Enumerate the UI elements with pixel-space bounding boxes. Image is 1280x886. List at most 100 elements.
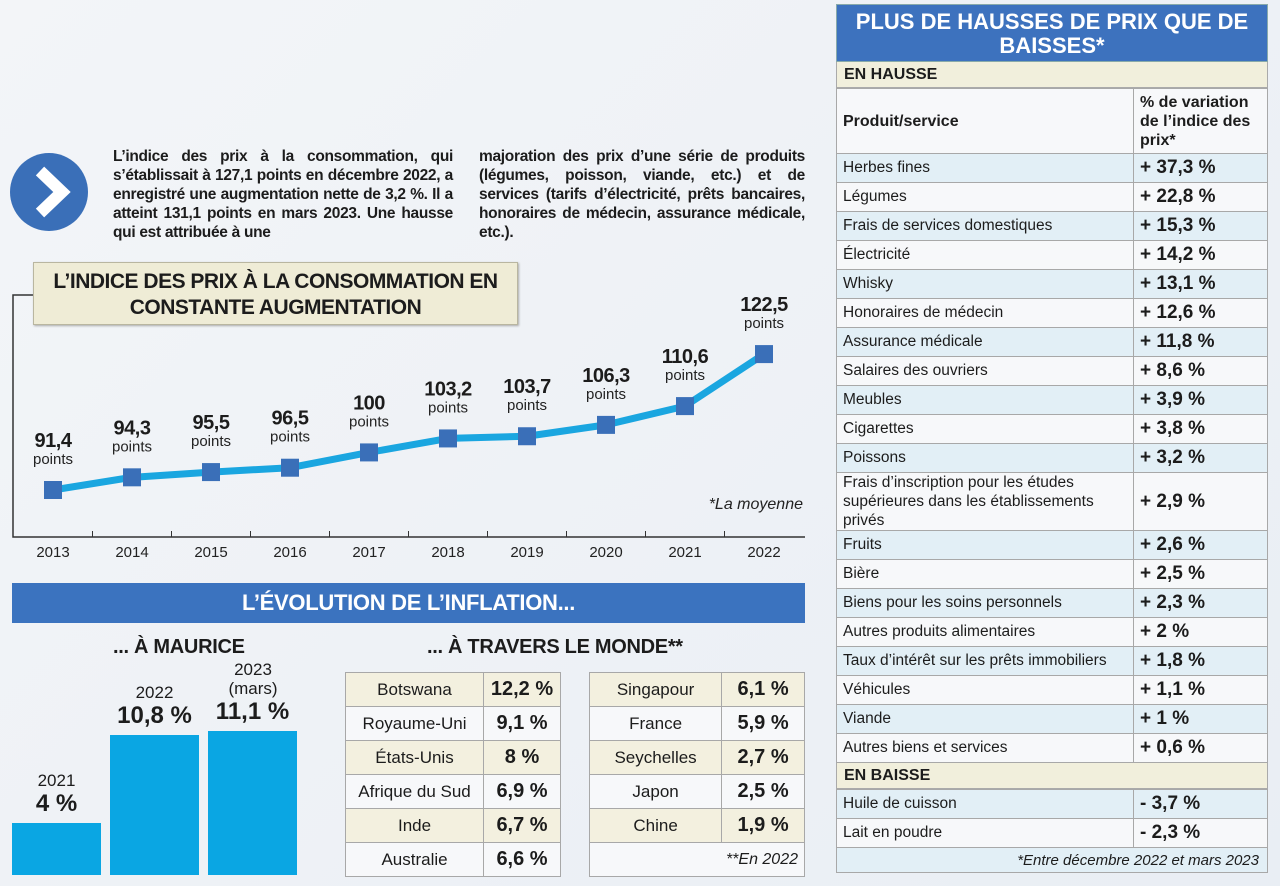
row-value: 2,5 % (721, 774, 805, 809)
row-label: Seychelles (588, 740, 723, 775)
point-value-label: 96,5 (272, 408, 309, 430)
price-changes-panel: PLUS DE HAUSSES DE PRIX QUE DE BAISSES* … (836, 4, 1268, 873)
point-unit-label: points (112, 438, 152, 455)
row-value: + 37,3 % (1133, 153, 1268, 183)
row-value: + 11,8 % (1133, 327, 1268, 357)
row-label: États-Unis (344, 740, 485, 775)
row-label: Biens pour les soins personnels (836, 588, 1134, 618)
table-row: Assurance médicale + 11,8 % (836, 327, 1268, 357)
row-label: Royaume-Uni (344, 706, 485, 741)
monde-note: **En 2022 (589, 842, 805, 877)
row-value: 12,2 % (483, 672, 561, 707)
cpi-chart-title: L’INDICE DES PRIX À LA CONSOMMATION EN C… (33, 262, 518, 325)
point-value-label: 103,2 (424, 378, 472, 400)
row-value: + 2,9 % (1133, 472, 1268, 531)
inflation-banner: L’ÉVOLUTION DE L’INFLATION... (12, 583, 805, 623)
row-value: - 2,3 % (1133, 818, 1268, 848)
chevron-right-icon (10, 153, 88, 231)
point-unit-label: points (665, 367, 705, 384)
col-header-product: Produit/service (836, 88, 1134, 154)
row-label: Salaires des ouvriers (836, 356, 1134, 386)
row-value: + 1,8 % (1133, 646, 1268, 676)
row-label: Australie (344, 842, 485, 877)
table-row: Fruits + 2,6 % (836, 530, 1268, 560)
point-unit-label: points (191, 433, 231, 450)
table-row: Whisky + 13,1 % (836, 269, 1268, 299)
data-point-marker (360, 443, 378, 462)
table-row: Singapour 6,1 % (588, 672, 805, 707)
bar-category-label: 2021 (37, 771, 76, 790)
table-row: Frais d’inscription pour les études supé… (836, 472, 1268, 531)
x-tick-label: 2021 (668, 544, 701, 561)
table-row: États-Unis 8 % (344, 740, 561, 775)
cpi-line (52, 351, 766, 494)
row-label: Véhicules (836, 675, 1134, 705)
row-value: + 3,8 % (1133, 414, 1268, 444)
data-point-marker (202, 463, 220, 482)
point-unit-label: points (744, 315, 784, 332)
point-unit-label: points (507, 397, 547, 414)
point-value-label: 103,7 (503, 376, 551, 398)
row-label: Frais de services domestiques (836, 211, 1134, 241)
table-row: Seychelles 2,7 % (588, 740, 805, 775)
data-point-marker (439, 429, 457, 448)
table-row: Honoraires de médecin + 12,6 % (836, 298, 1268, 328)
table-row: Viande + 1 % (836, 704, 1268, 734)
row-label: Meubles (836, 385, 1134, 415)
bar-value-label: 10,8 % (117, 701, 192, 729)
baisse-table: Huile de cuisson - 3,7 % Lait en poudre - 2… (836, 789, 1268, 848)
intro-text-col1: L’indice des prix à la consommation, qui… (113, 148, 453, 241)
row-label: Whisky (836, 269, 1134, 299)
bar (110, 734, 199, 875)
point-unit-label: points (33, 451, 73, 468)
bar-value-label: 4 % (35, 790, 78, 817)
row-value: 8 % (483, 740, 561, 775)
row-label: Fruits (836, 530, 1134, 560)
table-row: Véhicules + 1,1 % (836, 675, 1268, 705)
table-row: France 5,9 % (588, 706, 805, 741)
intro-text-col2: majoration des prix d’une série de produ… (479, 148, 805, 241)
row-value: + 2,3 % (1133, 588, 1268, 618)
row-label: Électricité (836, 240, 1134, 270)
row-value: + 1,1 % (1133, 675, 1268, 705)
price-changes-title: PLUS DE HAUSSES DE PRIX QUE DE BAISSES* (836, 4, 1268, 62)
row-value: 9,1 % (483, 706, 561, 741)
row-value: + 8,6 % (1133, 356, 1268, 386)
table-row: Royaume-Uni 9,1 % (344, 706, 561, 741)
table-row: Bière + 2,5 % (836, 559, 1268, 589)
point-value-label: 106,3 (582, 365, 630, 387)
data-point-marker (755, 345, 773, 364)
point-unit-label: points (586, 386, 626, 403)
x-tick-label: 2016 (273, 544, 306, 561)
row-value: + 22,8 % (1133, 182, 1268, 212)
price-footnote: *Entre décembre 2022 et mars 2023 (836, 848, 1268, 873)
x-tick-label: 2014 (115, 544, 148, 561)
table-row: Japon 2,5 % (588, 774, 805, 809)
point-unit-label: points (428, 399, 468, 416)
row-label: France (588, 706, 723, 741)
row-label: Viande (836, 704, 1134, 734)
row-label: Chine (588, 808, 723, 843)
table-row: Botswana 12,2 % (344, 672, 561, 707)
hausse-table: Produit/service% de variation de l’indic… (836, 88, 1268, 763)
table-row: Légumes + 22,8 % (836, 182, 1268, 212)
monde-table-left: Botswana 12,2 % Royaume-Uni 9,1 % États-Unis… (344, 672, 561, 877)
table-row: Cigarettes + 3,8 % (836, 414, 1268, 444)
chart-axis (12, 294, 805, 538)
row-value: 5,9 % (721, 706, 805, 741)
row-value: + 1 % (1133, 704, 1268, 734)
row-label: Huile de cuisson (836, 789, 1134, 819)
point-value-label: 94,3 (114, 417, 151, 439)
row-value: + 2,6 % (1133, 530, 1268, 560)
x-tick-label: 2017 (352, 544, 385, 561)
point-unit-label: points (349, 413, 389, 430)
point-value-label: 91,4 (35, 430, 73, 452)
x-tick-label: 2013 (36, 544, 69, 561)
row-label: Taux d’intérêt sur les prêts immobiliers (836, 646, 1134, 676)
row-value: 6,7 % (483, 808, 561, 843)
row-label: Afrique du Sud (344, 774, 485, 809)
row-label: Japon (588, 774, 723, 809)
cpi-line-chart: points91,42013points94,32014points95,520… (12, 294, 805, 561)
point-value-label: 95,5 (193, 412, 230, 434)
table-row: Meubles + 3,9 % (836, 385, 1268, 415)
